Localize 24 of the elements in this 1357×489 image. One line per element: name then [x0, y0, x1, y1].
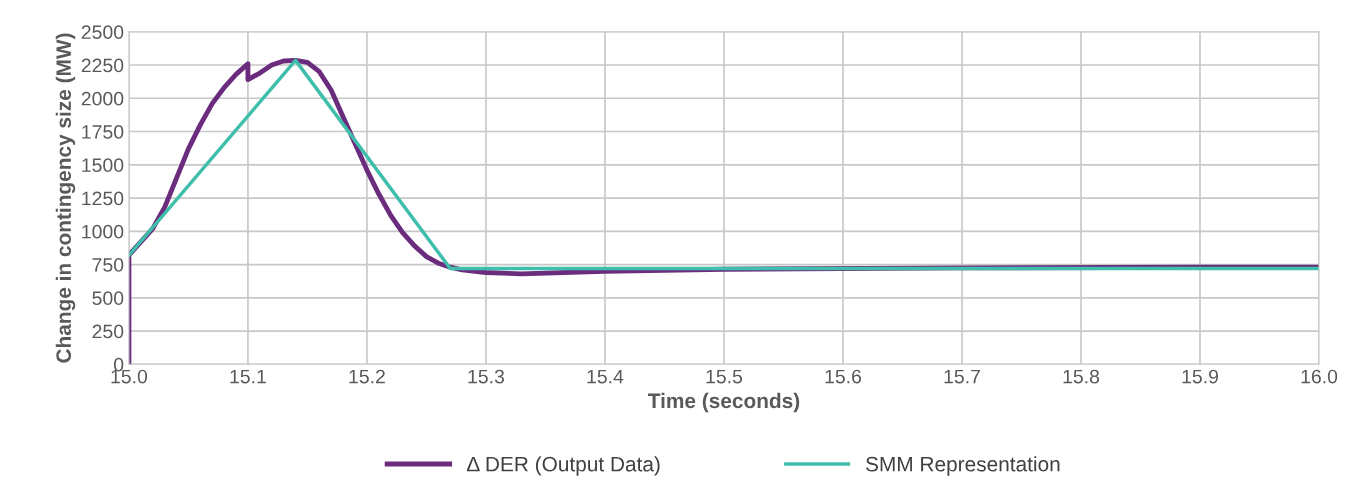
- x-axis-title: Time (seconds): [647, 392, 800, 413]
- x-tick-label: 15.7: [944, 369, 980, 384]
- x-tick-label: 15.8: [1063, 369, 1100, 384]
- y-axis-title: Change in contingency size (MW): [55, 33, 76, 363]
- legend-label: Δ DER (Output Data): [466, 456, 660, 476]
- y-tick-label: 1500: [82, 158, 124, 173]
- y-tick-label: 2500: [81, 25, 124, 40]
- x-tick-label: 15.1: [230, 369, 266, 384]
- y-tick-label: 2250: [81, 58, 124, 73]
- x-tick-label: 15.3: [468, 369, 505, 384]
- legend-label: SMM Representation: [866, 456, 1060, 476]
- y-tick-label: 1250: [82, 191, 124, 206]
- y-tick-label: 2000: [81, 91, 124, 106]
- x-tick-label: 15.2: [349, 369, 385, 384]
- y-tick-label: 750: [92, 258, 124, 272]
- x-tick-label: 15.9: [1182, 369, 1218, 384]
- x-tick-label: 15.6: [825, 369, 862, 384]
- y-tick-label: 1750: [82, 125, 124, 139]
- x-tick-label: 16.0: [1301, 369, 1338, 384]
- x-tick-label: 15.5: [706, 369, 743, 384]
- y-tick-label: 500: [92, 291, 124, 306]
- x-tick-label: 15.4: [587, 369, 624, 384]
- y-tick-label: 250: [92, 324, 124, 339]
- y-tick-label: 1000: [82, 224, 124, 239]
